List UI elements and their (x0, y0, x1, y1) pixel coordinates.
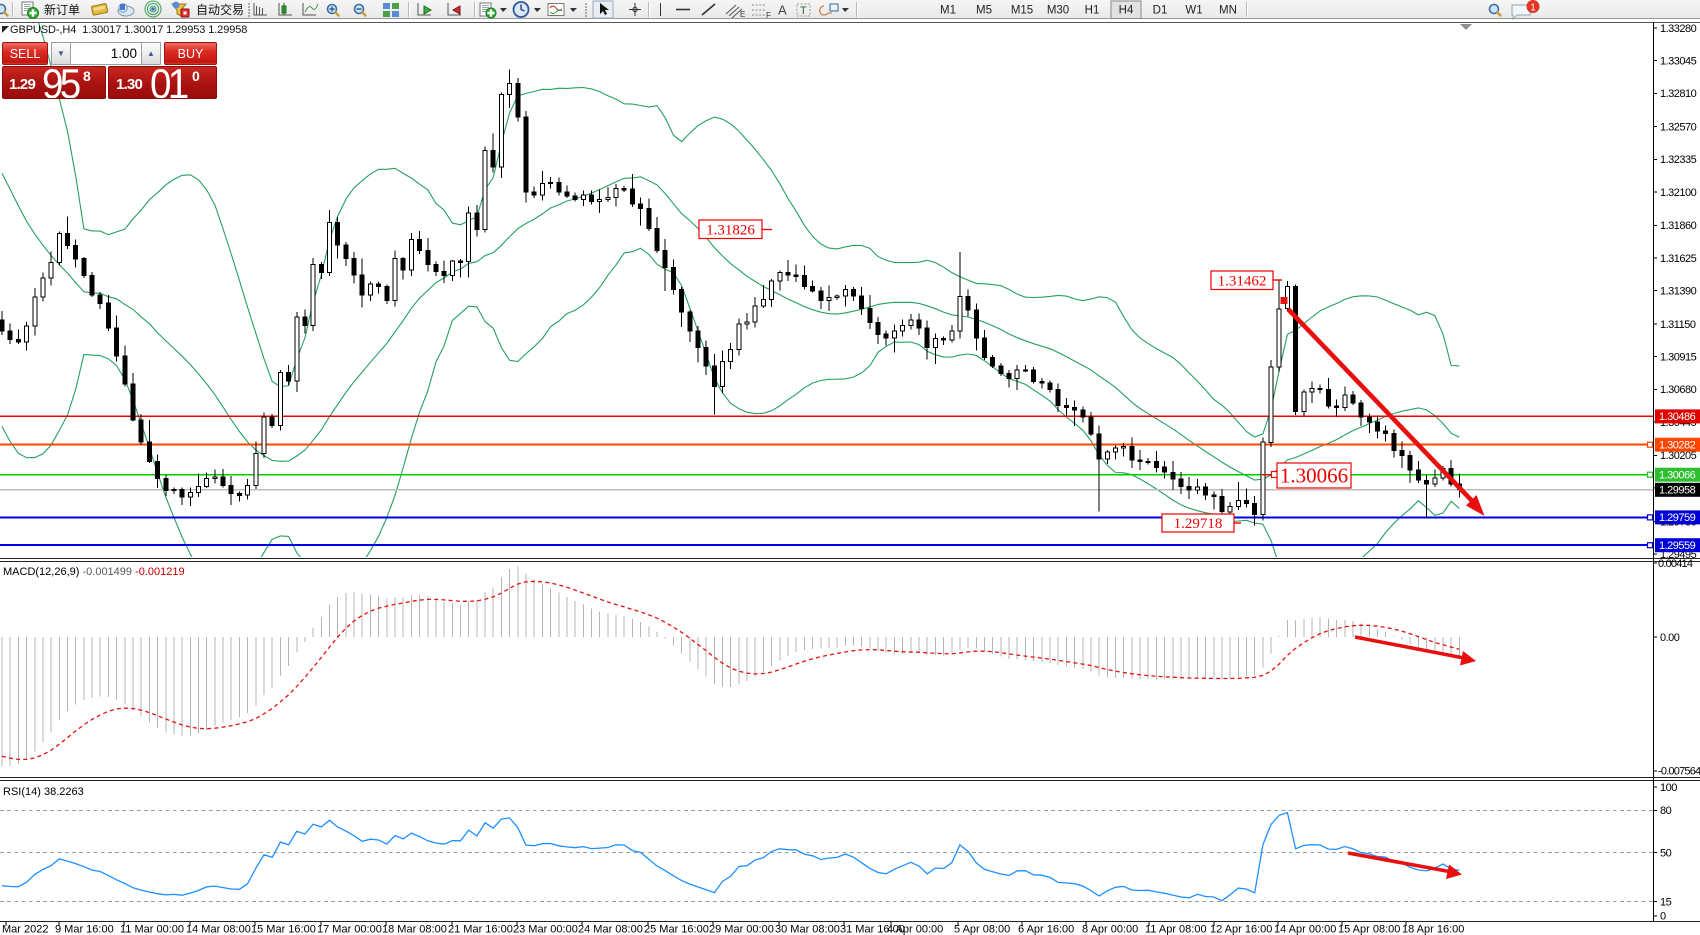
svg-text:M1: M1 (940, 5, 956, 17)
svg-text:1.30066: 1.30066 (1280, 464, 1348, 488)
svg-text:自动交易: 自动交易 (196, 2, 244, 17)
svg-text:1.30915: 1.30915 (1660, 352, 1697, 364)
svg-text:14 Mar 08:00: 14 Mar 08:00 (186, 924, 251, 935)
svg-text:D1: D1 (1153, 5, 1168, 17)
svg-text:H1: H1 (1085, 5, 1100, 17)
svg-text:1.32810: 1.32810 (1660, 88, 1697, 100)
svg-text:1.31462: 1.31462 (1218, 273, 1267, 289)
svg-text:M5: M5 (976, 5, 992, 17)
svg-text:RSI(14) 38.2263: RSI(14) 38.2263 (3, 786, 84, 798)
svg-text:18 Apr 16:00: 18 Apr 16:00 (1402, 924, 1464, 935)
svg-text:1.30282: 1.30282 (1659, 440, 1696, 452)
svg-text:W1: W1 (1185, 5, 1202, 17)
svg-text:1.33280: 1.33280 (1660, 23, 1697, 35)
svg-text:12 Apr 16:00: 12 Apr 16:00 (1210, 924, 1272, 935)
svg-text:-0.007564: -0.007564 (1658, 766, 1700, 778)
svg-text:15: 15 (1660, 897, 1672, 909)
svg-text:15 Apr 08:00: 15 Apr 08:00 (1338, 924, 1400, 935)
svg-text:30 Mar 08:00: 30 Mar 08:00 (775, 924, 840, 935)
svg-text:M30: M30 (1047, 5, 1069, 17)
svg-text:1.32335: 1.32335 (1660, 154, 1697, 166)
svg-text:6 Apr 16:00: 6 Apr 16:00 (1018, 924, 1074, 935)
svg-text:1.30680: 1.30680 (1660, 384, 1697, 396)
svg-text:1.29559: 1.29559 (1659, 540, 1696, 552)
svg-text:50: 50 (1660, 847, 1672, 859)
svg-text:11 Apr 08:00: 11 Apr 08:00 (1145, 924, 1207, 935)
svg-text:31 Mar 16:00: 31 Mar 16:00 (840, 924, 905, 935)
svg-text:21 Mar 16:00: 21 Mar 16:00 (448, 924, 513, 935)
svg-text:1.30066: 1.30066 (1659, 470, 1696, 482)
svg-text:1.33045: 1.33045 (1660, 56, 1697, 68)
svg-text:1.30486: 1.30486 (1659, 411, 1696, 423)
svg-text:0.00: 0.00 (1660, 632, 1680, 644)
svg-text:8 Apr 00:00: 8 Apr 00:00 (1082, 924, 1138, 935)
svg-text:24 Mar 08:00: 24 Mar 08:00 (578, 924, 643, 935)
svg-text:1.29718: 1.29718 (1174, 516, 1223, 532)
svg-text:1.29759: 1.29759 (1659, 512, 1696, 524)
svg-text:1.30205: 1.30205 (1660, 450, 1697, 462)
svg-text:1.29958: 1.29958 (1659, 485, 1696, 497)
svg-text:14 Apr 00:00: 14 Apr 00:00 (1274, 924, 1336, 935)
svg-text:1.32100: 1.32100 (1660, 187, 1697, 199)
svg-text:1.31390: 1.31390 (1660, 286, 1697, 298)
svg-text:T: T (800, 5, 807, 17)
svg-text:17 Mar 00:00: 17 Mar 00:00 (317, 924, 382, 935)
svg-text:5 Apr 08:00: 5 Apr 08:00 (954, 924, 1010, 935)
svg-text:A: A (778, 3, 787, 18)
svg-text:1: 1 (1530, 3, 1536, 14)
svg-text:100: 100 (1660, 782, 1677, 794)
svg-text:4 Apr 00:00: 4 Apr 00:00 (887, 924, 943, 935)
svg-text:25 Mar 16:00: 25 Mar 16:00 (644, 924, 709, 935)
svg-text:11 Mar 00:00: 11 Mar 00:00 (120, 924, 184, 935)
svg-text:E: E (740, 10, 745, 19)
svg-text:MACD(12,26,9) -0.001499 -0.001: MACD(12,26,9) -0.001499 -0.001219 (3, 566, 185, 578)
svg-text:9 Mar 16:00: 9 Mar 16:00 (55, 924, 114, 935)
svg-text:1.31150: 1.31150 (1660, 319, 1696, 331)
svg-text:1.32570: 1.32570 (1660, 122, 1697, 134)
svg-text:MN: MN (1219, 5, 1237, 17)
svg-text:0.00414: 0.00414 (1658, 558, 1693, 570)
svg-text:0: 0 (1660, 911, 1666, 923)
svg-text:Mar 2022: Mar 2022 (2, 924, 48, 935)
svg-text:H4: H4 (1119, 5, 1134, 17)
svg-text:F: F (766, 11, 771, 20)
svg-text:1.31826: 1.31826 (706, 222, 755, 238)
svg-text:29 Mar 00:00: 29 Mar 00:00 (709, 924, 774, 935)
svg-text:1.31860: 1.31860 (1660, 220, 1697, 232)
svg-text:80: 80 (1660, 805, 1672, 817)
svg-text:15 Mar 16:00: 15 Mar 16:00 (251, 924, 316, 935)
svg-text:18 Mar 08:00: 18 Mar 08:00 (382, 924, 447, 935)
svg-text:23 Mar 00:00: 23 Mar 00:00 (513, 924, 578, 935)
svg-text:新订单: 新订单 (44, 2, 80, 17)
svg-text:M15: M15 (1011, 5, 1033, 17)
svg-text:1.31625: 1.31625 (1660, 253, 1697, 265)
